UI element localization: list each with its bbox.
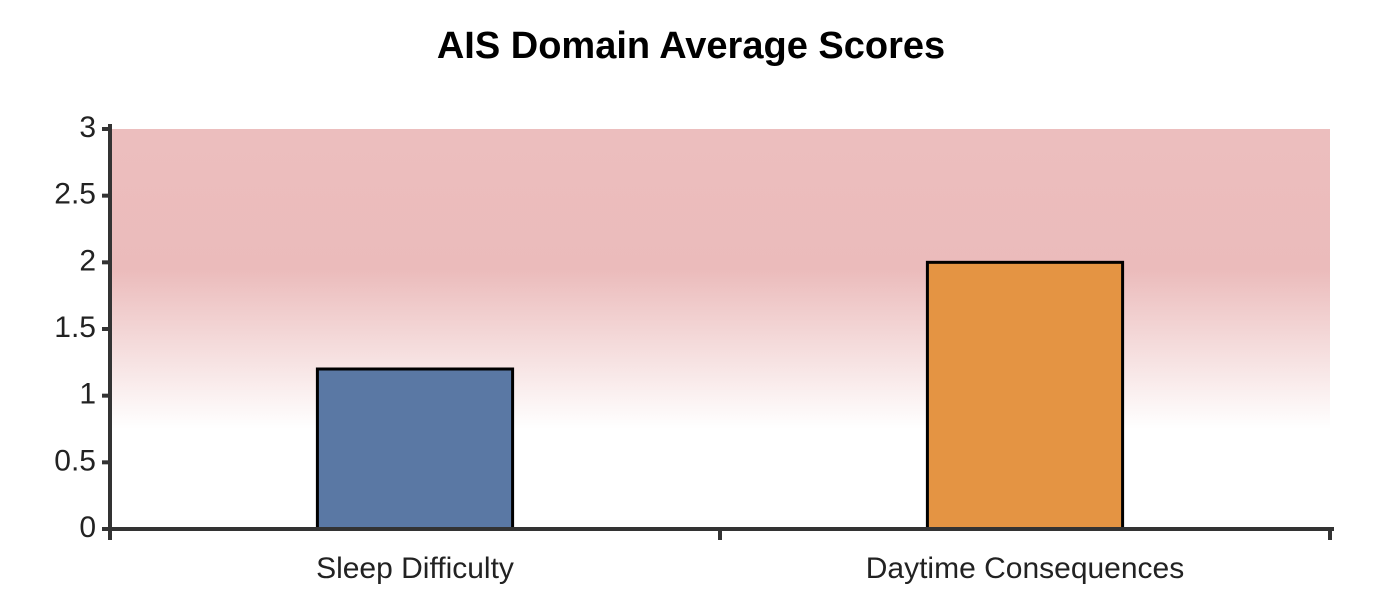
background-band [110, 129, 1330, 529]
x-tick-label: Sleep Difficulty [316, 552, 514, 585]
chart-title: AIS Domain Average Scores [437, 25, 945, 67]
x-tick-label: Daytime Consequences [866, 552, 1185, 585]
plot [315, 260, 1125, 531]
y-tick-label: 0 [79, 511, 96, 544]
y-tick-label: 1.5 [54, 311, 96, 344]
y-tick-label: 1 [79, 378, 96, 411]
bar [925, 260, 1125, 531]
bar [315, 367, 515, 531]
y-tick-label: 2 [79, 244, 96, 277]
y-tick-label: 3 [79, 111, 96, 144]
y-tick-label: 2.5 [54, 178, 96, 211]
y-tick-label: 0.5 [54, 444, 96, 477]
